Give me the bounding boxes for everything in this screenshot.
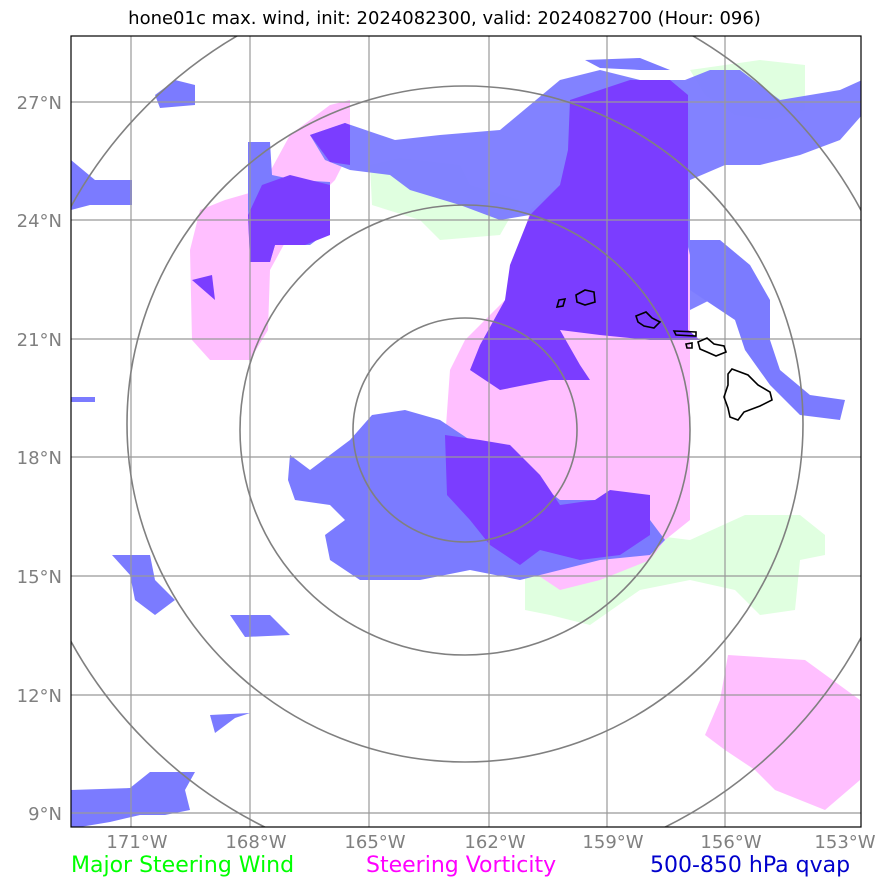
lon-label: 165°W bbox=[344, 832, 405, 853]
range-ring-1 bbox=[352, 317, 578, 543]
qvap-region-southwest-blob2 bbox=[230, 615, 290, 637]
vorticity-region-southeast bbox=[705, 655, 860, 810]
lat-labels: 27°N 24°N 21°N 18°N 15°N 12°N 9°N bbox=[17, 93, 62, 825]
lon-label: 159°W bbox=[582, 832, 643, 853]
qvap-region-southwest-blob1 bbox=[112, 555, 175, 615]
lat-label: 21°N bbox=[17, 330, 62, 351]
overlap-layer bbox=[192, 80, 700, 565]
qvap-region-west-edge bbox=[71, 160, 132, 210]
range-ring-2 bbox=[239, 204, 691, 656]
qvap-region-southwest-blob3 bbox=[210, 713, 250, 733]
lon-label: 162°W bbox=[464, 832, 525, 853]
island-oahu bbox=[635, 311, 662, 329]
qvap-region-southwest-corner bbox=[71, 772, 195, 827]
plot-frame bbox=[70, 35, 862, 828]
legend-qvap: 500-850 hPa qvap bbox=[650, 853, 851, 878]
range-rings bbox=[71, 36, 861, 827]
lat-label: 12°N bbox=[17, 686, 62, 707]
lon-label: 171°W bbox=[106, 832, 167, 853]
overlap-region-west bbox=[248, 175, 330, 262]
qvap-region-small-west bbox=[71, 397, 95, 402]
island-kauai bbox=[575, 289, 596, 306]
overlap-region-south bbox=[445, 435, 650, 565]
lat-label: 27°N bbox=[17, 93, 62, 114]
lon-labels: 171°W 168°W 165°W 162°W 159°W 156°W 153°… bbox=[106, 832, 875, 853]
qvap-region-northeast-tail bbox=[690, 240, 845, 420]
lat-label: 15°N bbox=[17, 567, 62, 588]
island-molokai bbox=[672, 330, 697, 337]
range-ring-3 bbox=[126, 85, 804, 763]
qvap-region-north-band bbox=[310, 70, 861, 310]
island-maui bbox=[697, 337, 727, 357]
coastlines bbox=[555, 289, 773, 421]
map-title: hone01c max. wind, init: 2024082300, val… bbox=[128, 8, 761, 29]
lat-label: 24°N bbox=[17, 211, 62, 232]
overlap-region-northwest-small bbox=[310, 123, 350, 165]
lat-label: 9°N bbox=[28, 804, 62, 825]
island-niihau bbox=[555, 298, 567, 308]
graticule bbox=[71, 36, 861, 827]
island-lanai bbox=[685, 342, 693, 349]
qvap-region-top-small bbox=[585, 58, 670, 70]
overlap-region-center bbox=[470, 80, 700, 390]
lon-label: 153°W bbox=[814, 832, 875, 853]
island-hawaii bbox=[723, 368, 773, 421]
lon-label: 156°W bbox=[700, 832, 761, 853]
qvap-region-northwest-blob bbox=[155, 80, 195, 108]
overlap-region-west-small bbox=[192, 275, 215, 300]
legend-steering-vorticity: Steering Vorticity bbox=[366, 853, 557, 878]
lon-label: 168°W bbox=[225, 832, 286, 853]
legend-steering-wind: Major Steering Wind bbox=[71, 853, 295, 878]
map-layers bbox=[71, 36, 861, 827]
lat-label: 18°N bbox=[17, 448, 62, 469]
